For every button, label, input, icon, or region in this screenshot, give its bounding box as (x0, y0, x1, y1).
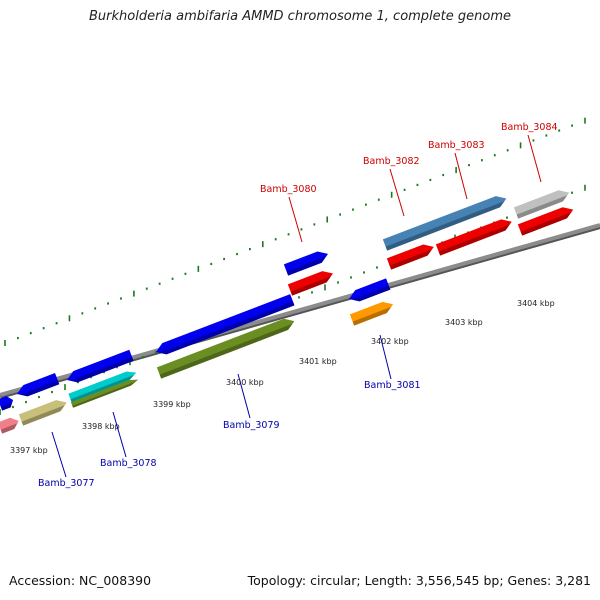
feat-red-a-shade (290, 276, 332, 296)
feat-blue-f (349, 278, 391, 302)
feat-red-c (435, 219, 512, 256)
feat-blue-a-shape (0, 396, 14, 411)
gene-label-leader (389, 168, 405, 217)
gene-label-leader (237, 373, 251, 419)
feat-grey-shape (513, 190, 570, 219)
feat-cyan (68, 371, 137, 403)
feat-blue-e-shade (286, 256, 327, 276)
feat-blue-a (0, 396, 14, 411)
kbp-label: 3400 kbp (226, 378, 264, 387)
gene-label-leader (527, 134, 542, 183)
feat-blue-c-shape (67, 349, 134, 383)
feat-pink-shade (0, 423, 18, 434)
gene-label-leader (51, 431, 67, 478)
feat-red-c-shade (438, 224, 510, 256)
feat-pink (0, 417, 19, 434)
feat-blue-d-shade (159, 301, 295, 355)
feat-cyan-shape (68, 371, 137, 403)
feat-olive-a-shape (70, 379, 139, 408)
feat-blue-c-shade (70, 356, 134, 383)
feat-grey-shade (516, 195, 568, 219)
gene-label-bottom: Bamb_3077 (38, 478, 95, 489)
kbp-label: 3403 kbp (445, 318, 483, 327)
feat-khaki-shape (18, 400, 67, 426)
feat-blue-b-shade (20, 380, 60, 397)
feat-orange-shade (352, 306, 392, 326)
feat-olive-b-shade (159, 323, 293, 379)
accession-text: Accession: NC_008390 (9, 573, 152, 588)
feat-blue-b-shape (17, 373, 60, 397)
feat-khaki-shade (21, 405, 65, 426)
feat-red-b-shape (386, 244, 434, 270)
feat-blue-a-shade (0, 402, 13, 411)
feat-red-b-shade (389, 249, 432, 270)
feat-khaki (18, 400, 67, 426)
feat-red-c-shape (435, 219, 512, 256)
gene-label-top: Bamb_3083 (428, 140, 485, 151)
genome-title: Burkholderia ambifaria AMMD chromosome 1… (88, 9, 512, 24)
gene-label-leader (454, 152, 468, 200)
feat-olive-a (70, 379, 139, 408)
feat-blue-f-shape (349, 278, 391, 302)
feat-blue-e-shape (283, 251, 329, 276)
feat-red-a (287, 271, 333, 296)
feat-blue-b (17, 373, 60, 397)
feat-olive-b-shape (156, 318, 295, 379)
gene-label-top: Bamb_3080 (260, 184, 317, 195)
kbp-label: 3398 kbp (82, 422, 120, 431)
gene-label-bottom: Bamb_3078 (100, 458, 157, 469)
gene-label-top: Bamb_3084 (501, 122, 558, 133)
kbp-label: 3402 kbp (371, 337, 409, 346)
feat-steelblue-shade (385, 201, 505, 251)
feat-red-d-shape (517, 207, 574, 236)
feat-red-b (386, 244, 434, 270)
kbp-label: 3397 kbp (10, 446, 48, 455)
feat-cyan-shade (70, 374, 135, 403)
feat-red-a-shape (287, 271, 333, 296)
feat-blue-f-shade (352, 285, 391, 302)
gene-label-leader (379, 334, 392, 380)
feat-blue-e (283, 251, 329, 276)
feat-red-d (517, 207, 574, 236)
feat-pink-shape (0, 417, 19, 434)
feat-steelblue (382, 196, 507, 251)
gene-label-bottom: Bamb_3079 (223, 420, 280, 431)
feat-olive-a-shade (72, 381, 137, 408)
feat-olive-b (156, 318, 295, 379)
topology-text: Topology: circular; Length: 3,556,545 bp… (247, 573, 591, 588)
kbp-label: 3401 kbp (299, 357, 337, 366)
feat-orange-shape (349, 301, 394, 326)
kbp-label: 3404 kbp (517, 299, 555, 308)
feat-grey (513, 190, 570, 219)
gene-label-top: Bamb_3082 (363, 156, 420, 167)
feat-blue-d (156, 294, 295, 355)
gene-label-leader (112, 411, 127, 458)
feat-blue-d-shape (156, 294, 295, 355)
feat-red-d-shade (520, 212, 572, 236)
feat-blue-c (67, 349, 134, 383)
feat-orange (349, 301, 394, 326)
gene-label-leader (288, 196, 303, 243)
feat-steelblue-shape (382, 196, 507, 251)
kbp-label: 3399 kbp (153, 400, 191, 409)
gene-label-bottom: Bamb_3081 (364, 380, 421, 391)
